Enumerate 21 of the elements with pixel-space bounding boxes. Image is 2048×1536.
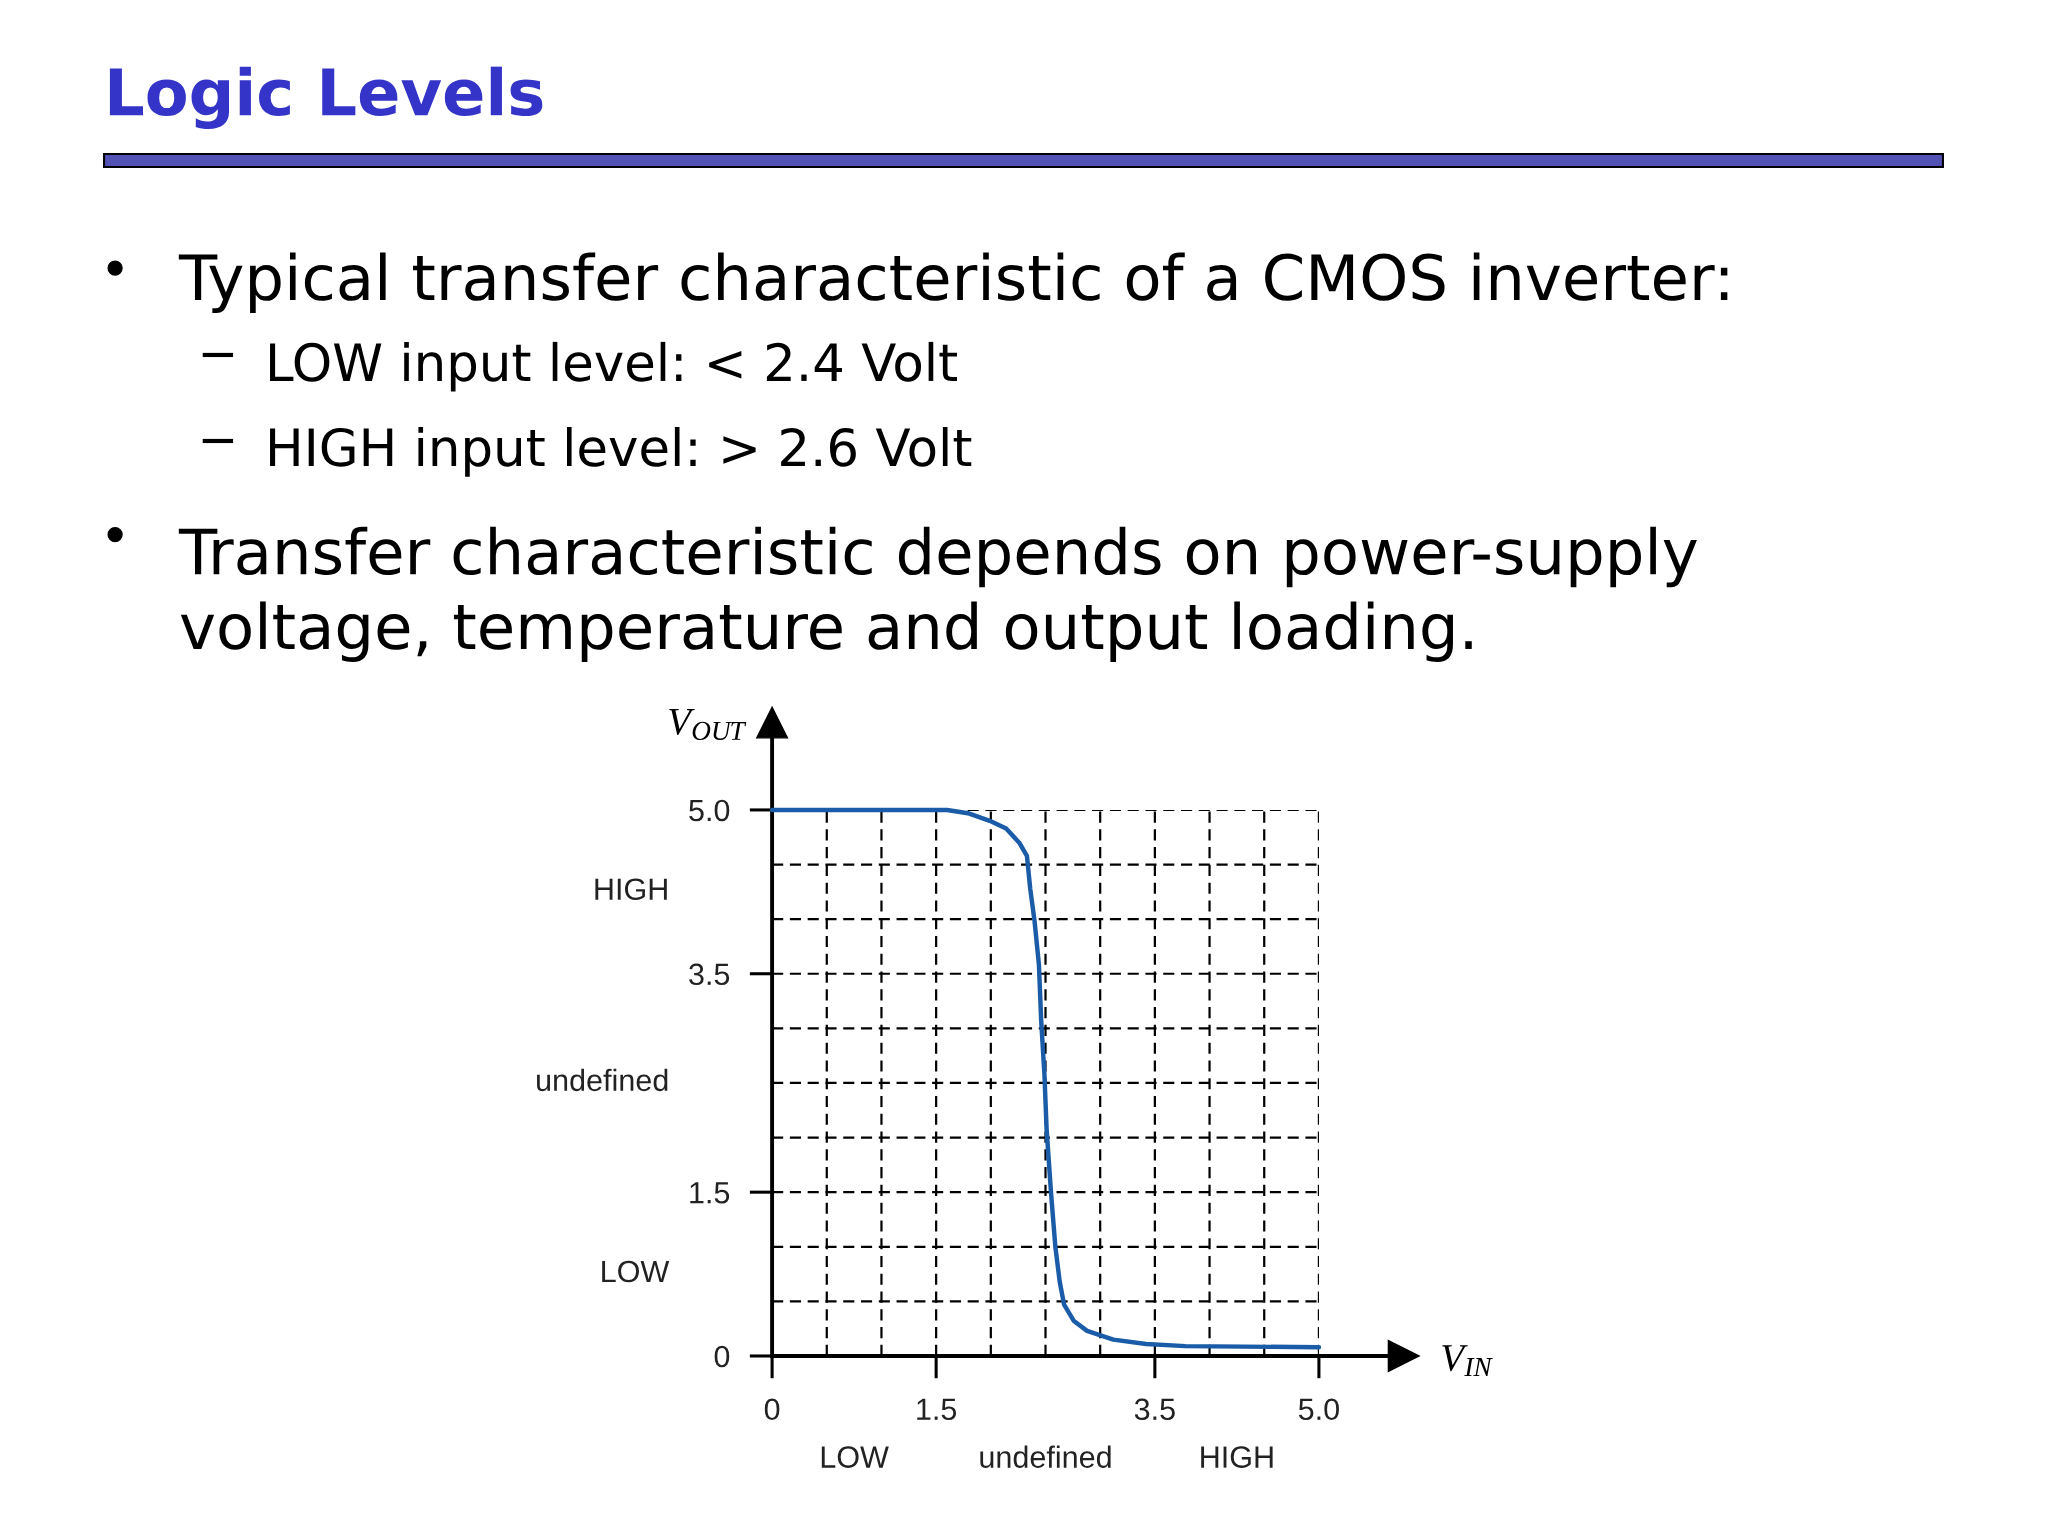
x-tick-label: 5.0 [1298,1398,1339,1421]
x-axis-title: V$_{IN}$ [1442,1345,1493,1376]
y-tick-label: 0 [714,1345,730,1368]
text: HIGH [1201,1446,1273,1468]
y-tick-label: 5.0 [689,799,730,822]
x-tick-label: 1.5 [917,1398,957,1421]
text: undefined [980,1445,1111,1468]
text: LOW input level: < 2.4 Volt [270,341,957,392]
x-tick-label: 3.5 [1134,1398,1175,1421]
x-tick-label: 0 [764,1398,780,1421]
text: HIGH input level: > 2.6 Volt [270,426,972,477]
text: LOW [602,1260,670,1283]
y-tick-label: 1.5 [690,1182,730,1204]
text: HIGH [595,878,667,901]
y-axis-title: V$_{OUT}$ [669,708,747,741]
chart-title: Logic Levels [109,66,543,129]
text: undefined [537,1068,668,1092]
text: Transfer characteristic depends on power-supply voltage, temperature and output loading. [178,526,1697,662]
y-tick-label: 3.5 [689,963,730,986]
text: LOW [821,1446,889,1468]
text: Typical transfer characteristic of a CMOS inverter: [178,252,1728,313]
